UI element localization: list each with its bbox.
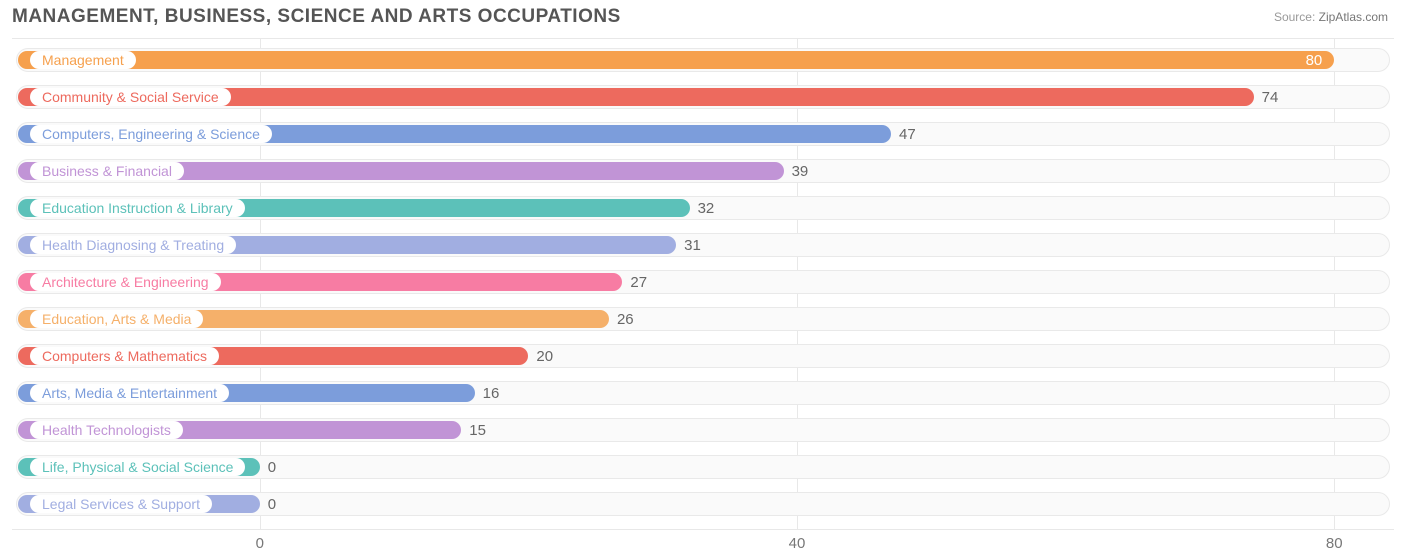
bar-row: Legal Services & Support 0: [12, 489, 1394, 519]
plot-area: Management 80 Community & Social Service 74…: [12, 38, 1394, 530]
bar-value: 0: [260, 495, 276, 513]
bar-row: Management 80: [12, 45, 1394, 75]
bar-value: 39: [784, 162, 809, 180]
bar-row: Arts, Media & Entertainment 16: [12, 378, 1394, 408]
source-site: ZipAtlas.com: [1319, 10, 1388, 24]
bar-label: Computers, Engineering & Science: [30, 125, 272, 143]
x-axis-tick-label: 0: [256, 535, 264, 552]
bar-label: Business & Financial: [30, 162, 184, 180]
bar-value: 31: [676, 236, 701, 254]
bar-label: Education, Arts & Media: [30, 310, 203, 328]
bar-row: Life, Physical & Social Science 0: [12, 452, 1394, 482]
bar-label: Arts, Media & Entertainment: [30, 384, 229, 402]
bar-value: 74: [1254, 88, 1279, 106]
bar-value: 80: [1306, 51, 1331, 69]
source-attribution: Source: ZipAtlas.com: [1274, 10, 1388, 24]
bar-label: Architecture & Engineering: [30, 273, 221, 291]
bar-label: Community & Social Service: [30, 88, 231, 106]
bar-row: Community & Social Service 74: [12, 82, 1394, 112]
bar-label: Health Diagnosing & Treating: [30, 236, 236, 254]
bar-row: Architecture & Engineering 27: [12, 267, 1394, 297]
bar-value: 32: [690, 199, 715, 217]
bar-label: Computers & Mathematics: [30, 347, 219, 365]
bar-label: Management: [30, 51, 136, 69]
bar-label: Legal Services & Support: [30, 495, 212, 513]
bar-value: 15: [461, 421, 486, 439]
bar-value: 26: [609, 310, 634, 328]
bar-row: Education Instruction & Library 32: [12, 193, 1394, 223]
bar-value: 0: [260, 458, 276, 476]
x-axis-tick-label: 40: [789, 535, 806, 552]
bar-label: Health Technologists: [30, 421, 183, 439]
bar-value: 16: [475, 384, 500, 402]
chart-container: MANAGEMENT, BUSINESS, SCIENCE AND ARTS O…: [0, 0, 1406, 558]
bar-row: Education, Arts & Media 26: [12, 304, 1394, 334]
bar-value: 27: [622, 273, 647, 291]
source-label: Source:: [1274, 10, 1315, 24]
bar-value: 20: [528, 347, 553, 365]
bar-value: 47: [891, 125, 916, 143]
x-axis-tick-label: 80: [1326, 535, 1343, 552]
bar-row: Health Technologists 15: [12, 415, 1394, 445]
bar-row: Computers, Engineering & Science 47: [12, 119, 1394, 149]
bar-row: Business & Financial 39: [12, 156, 1394, 186]
bar-fill: [18, 51, 1334, 69]
bar-row: Health Diagnosing & Treating 31: [12, 230, 1394, 260]
chart-title: MANAGEMENT, BUSINESS, SCIENCE AND ARTS O…: [12, 6, 621, 28]
bar-row: Computers & Mathematics 20: [12, 341, 1394, 371]
bar-label: Life, Physical & Social Science: [30, 458, 245, 476]
bar-label: Education Instruction & Library: [30, 199, 245, 217]
